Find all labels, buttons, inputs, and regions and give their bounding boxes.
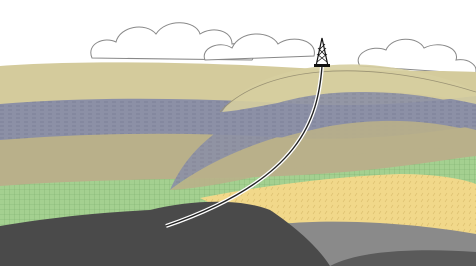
geology-cross-section [0,0,476,266]
